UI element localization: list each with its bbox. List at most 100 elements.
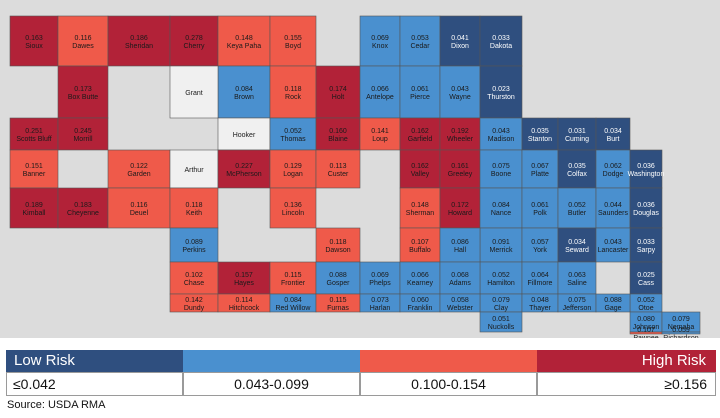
county-value: 0.251 (25, 128, 43, 135)
county-shape (557, 149, 597, 189)
county-value: 0.115 (330, 297, 347, 304)
county-name: Keith (186, 210, 202, 217)
county-value: 0.183 (74, 202, 92, 209)
county-value: 0.151 (25, 163, 43, 170)
county-name: Cuming (565, 136, 589, 143)
county-grant: Grant (169, 65, 219, 119)
county-name: Arthur (184, 167, 204, 174)
county-value: 0.031 (568, 128, 586, 135)
county-value: 0.073 (371, 297, 389, 304)
county-value: 0.069 (371, 35, 389, 42)
county-value: 0.036 (637, 163, 655, 170)
county-shape (521, 187, 559, 229)
county-value: 0.162 (411, 163, 429, 170)
county-value: 0.141 (371, 128, 389, 135)
county-name: Thomas (280, 136, 306, 143)
county-value: 0.113 (330, 163, 347, 170)
county-name: Douglas (633, 210, 659, 217)
county-value: 0.023 (492, 86, 510, 93)
county-name: Cedar (410, 43, 430, 50)
county-value: 0.122 (130, 163, 148, 170)
county-shape (57, 117, 109, 151)
county-value: 0.033 (637, 239, 655, 246)
county-value: 0.129 (284, 163, 302, 170)
legend-mid-low-color-bar (183, 350, 360, 372)
county-shape (217, 149, 271, 189)
county-name: Blaine (328, 136, 348, 143)
county-value: 0.107 (637, 327, 655, 334)
county-value: 0.069 (371, 272, 389, 279)
county-name: Furnas (327, 305, 349, 312)
county-value: 0.115 (285, 272, 302, 279)
county-shape (629, 149, 663, 189)
county-name: Nuckolls (488, 324, 515, 331)
county-value: 0.136 (284, 202, 302, 209)
county-name: Harlan (370, 305, 391, 312)
county-name: Wayne (449, 94, 471, 101)
county-name: Morrill (73, 136, 92, 143)
county-name: Johnson (633, 324, 660, 331)
county-shape (479, 117, 523, 151)
county-name: Franklin (408, 305, 433, 312)
county-value: 0.079 (672, 316, 690, 323)
county-value: 0.172 (451, 202, 469, 209)
county-shape (359, 261, 401, 295)
county-value: 0.052 (568, 202, 586, 209)
county-value: 0.174 (329, 86, 347, 93)
county-name: Jefferson (563, 305, 592, 312)
county-shape (479, 311, 523, 333)
county-shape (169, 261, 219, 295)
source-note: Source: USDA RMA (7, 399, 106, 411)
county-value: 0.089 (185, 239, 203, 246)
county-name: Perkins (182, 247, 206, 254)
county-shape (557, 187, 597, 229)
county-name: Box Butte (68, 94, 98, 101)
county-name: Cherry (183, 43, 205, 50)
county-name: Polk (533, 210, 547, 217)
county-shape (315, 65, 361, 119)
county-name: Knox (372, 43, 388, 50)
county-name: Burt (607, 136, 620, 143)
county-value: 0.025 (637, 272, 655, 279)
county-name: Wheeler (447, 136, 474, 143)
county-shape (269, 149, 317, 189)
county-value: 0.067 (531, 163, 549, 170)
county-name: Pierce (410, 94, 430, 101)
county-value: 0.043 (451, 86, 469, 93)
county-shape (57, 15, 109, 67)
county-value: 0.066 (371, 86, 389, 93)
county-shape (169, 15, 219, 67)
county-value: 0.155 (284, 35, 302, 42)
county-shape (9, 117, 59, 151)
legend-range-low: ≤0.042 (6, 372, 183, 396)
county-name: Platte (531, 171, 549, 178)
county-name: Dixon (451, 43, 469, 50)
